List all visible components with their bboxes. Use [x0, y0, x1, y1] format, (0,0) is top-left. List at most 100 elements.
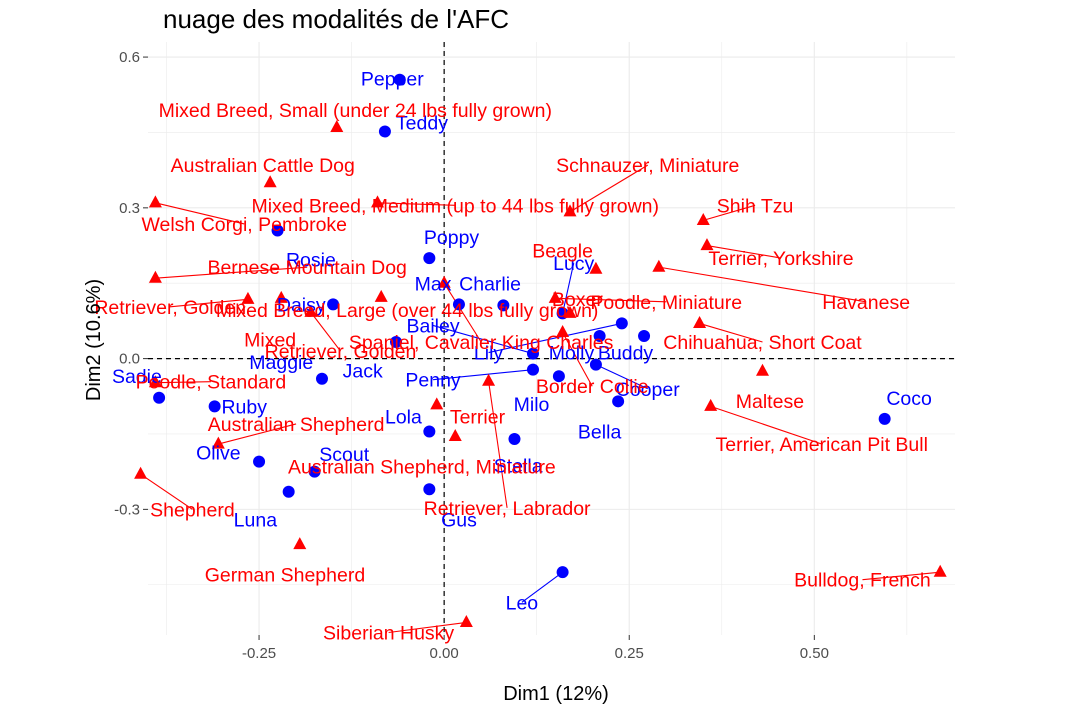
breed-label: Bernese Mountain Dog	[207, 257, 406, 279]
name-label: Gus	[441, 509, 477, 531]
name-point	[423, 483, 436, 496]
y-axis-ticks: -0.3 0.0 0.3 0.6	[114, 49, 148, 518]
name-point	[153, 391, 166, 404]
breed-point	[563, 204, 577, 217]
breed-label: Welsh Corgi, Pembroke	[141, 214, 347, 236]
label-connector	[862, 571, 941, 581]
label-connector	[521, 571, 563, 603]
breed-point	[693, 315, 707, 328]
breed-point	[459, 614, 473, 627]
breed-point	[148, 195, 162, 208]
breed-point	[241, 291, 255, 304]
label-connector	[140, 473, 193, 510]
label-connector	[377, 202, 456, 206]
breed-point	[700, 238, 714, 251]
name-label: Ruby	[221, 396, 267, 418]
name-point	[423, 425, 436, 438]
gridlines	[148, 42, 955, 635]
label-connector	[710, 405, 822, 445]
label-connector	[595, 364, 648, 390]
label-connector	[658, 266, 867, 303]
label-connector	[703, 204, 756, 221]
name-label: Sadie	[112, 366, 162, 388]
breed-label: Bulldog, French	[794, 570, 931, 592]
name-label: Lily	[474, 343, 504, 365]
breed-point	[448, 429, 462, 442]
label-connector	[432, 324, 534, 355]
name-label: Daisy	[277, 294, 326, 316]
name-label: Molly	[549, 343, 595, 365]
breed-label: Mixed Breed, Medium (up to 44 lbs fully …	[251, 195, 659, 217]
name-label: Scout	[319, 444, 369, 466]
breed-label: Border Collie	[536, 376, 649, 398]
x-axis-ticks: -0.25 0.00 0.25 0.50	[242, 635, 829, 662]
breed-label: Australian Shepherd	[208, 414, 385, 436]
name-point	[308, 465, 321, 478]
breed-point	[148, 270, 162, 283]
breed-label: Havanese	[822, 292, 910, 314]
name-point	[208, 400, 221, 413]
breed-label: Schnauzer, Miniature	[556, 155, 739, 177]
label-connector	[706, 244, 782, 259]
breed-label: Retriever, Golden	[94, 297, 246, 319]
name-point	[593, 329, 606, 342]
name-point	[253, 455, 266, 468]
breed-label: Spaniel, Cavalier King Charles	[349, 332, 614, 354]
point-labels: Pepper Teddy Poppy Rosie Daisy Max Charlie Lucy…	[94, 69, 932, 645]
name-point	[390, 336, 403, 349]
label-connector	[562, 332, 593, 387]
breed-point	[148, 375, 162, 388]
breed-label: Terrier	[450, 406, 506, 428]
breed-point	[211, 436, 225, 449]
name-label: Charlie	[459, 274, 521, 296]
breed-label: Retriever, Labrador	[424, 498, 591, 520]
name-point	[589, 358, 602, 371]
name-label: Buddy	[598, 343, 654, 365]
name-point	[271, 224, 284, 237]
breed-point	[756, 363, 770, 376]
breed-point	[371, 195, 385, 208]
name-label: Penny	[405, 370, 461, 392]
name-point	[327, 298, 340, 311]
name-label: Poppy	[424, 227, 480, 249]
breed-label: Poodle, Standard	[136, 372, 287, 394]
breed-label: Beagle	[532, 241, 593, 263]
label-connector	[170, 298, 249, 308]
label-connectors	[140, 164, 941, 634]
name-point	[452, 298, 465, 311]
breed-label: Terrier, Yorkshire	[708, 248, 853, 270]
name-point	[315, 372, 328, 385]
breed-point	[330, 119, 344, 132]
breed-point	[263, 175, 277, 188]
label-connector	[155, 381, 211, 384]
name-point	[638, 329, 651, 342]
label-connector	[555, 297, 667, 303]
name-label: Teddy	[396, 112, 448, 134]
breed-label: Shih Tzu	[717, 195, 794, 217]
breed-point	[696, 212, 710, 225]
name-label: Lola	[385, 406, 422, 428]
breed-point	[589, 261, 603, 274]
name-label: Stella	[494, 456, 543, 478]
name-point	[526, 347, 539, 360]
label-connector	[699, 322, 763, 343]
chart-title: nuage des modalités de l'AFC	[163, 4, 509, 34]
breed-label: Poodle, Miniature	[590, 292, 742, 314]
y-tick-label: 0.3	[119, 200, 140, 217]
name-label: Luna	[234, 509, 278, 531]
name-label: Leo	[506, 592, 539, 614]
name-label: Rosie	[286, 250, 336, 272]
y-axis-title: Dim2 (10.6%)	[83, 279, 105, 401]
x-tick-label: 0.00	[430, 645, 459, 662]
name-point	[526, 363, 539, 376]
x-axis-title: Dim1 (12%)	[503, 683, 609, 705]
name-label: Bailey	[406, 315, 459, 337]
name-label: Max	[415, 274, 452, 296]
breed-point	[134, 466, 148, 479]
label-connector	[155, 202, 245, 225]
name-point	[615, 317, 628, 330]
breed-point	[482, 373, 496, 386]
breed-label: Retriever, Golden	[265, 341, 417, 363]
name-label: Bella	[578, 421, 622, 443]
